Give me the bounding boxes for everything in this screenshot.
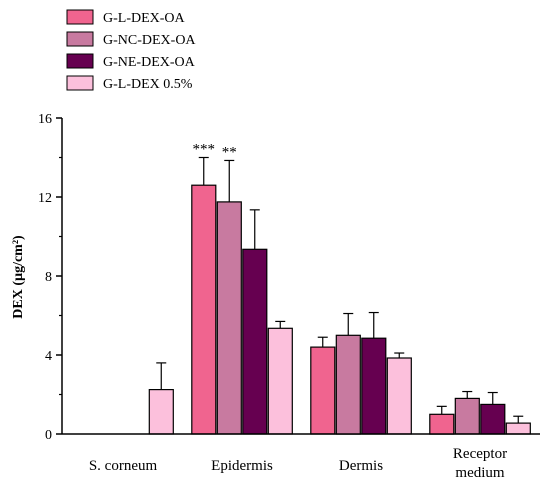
bars [148,184,531,435]
bar [429,413,455,435]
x-tick-label: S. corneum [89,458,158,474]
bar [505,422,531,435]
x-tick-label: Dermis [339,458,383,474]
y-tick-label: 4 [45,349,52,364]
significance-label: ** [222,144,237,160]
bar [310,346,336,435]
x-tick-label: Epidermis [211,458,273,474]
legend-swatch [66,9,94,25]
y-tick-label: 12 [38,191,52,206]
bar [454,397,480,435]
y-tick-label: 0 [45,428,52,443]
x-tick-label: medium [455,465,504,481]
error-bars [156,156,524,424]
bar [335,334,361,435]
bar [386,357,412,435]
bar [242,248,268,435]
legend-swatch [66,31,94,47]
x-tick-label: Receptor [453,446,507,462]
bar [191,184,217,435]
bar [267,327,293,435]
bar [216,201,242,435]
bar [361,337,387,435]
y-tick-label: 8 [45,270,52,285]
y-axis-title: DEX (µg/cm²) [11,235,26,319]
legend-label: G-L-DEX 0.5% [103,77,193,92]
annotations: *** ** [193,142,237,161]
bar [480,403,506,435]
legend-label: G-L-DEX-OA [103,11,186,26]
legend-swatch [66,53,94,69]
bar [148,389,174,435]
y-axis: 0 4 8 12 16 [38,112,63,443]
significance-label: *** [193,142,216,158]
y-tick-label: 16 [38,112,52,127]
legend-swatch [66,75,94,91]
x-axis: S. corneum Epidermis Dermis Receptor medium [62,433,540,481]
legend-label: G-NE-DEX-OA [103,55,196,70]
legend: G-L-DEX-OA G-NC-DEX-OA G-NE-DEX-OA G-L-DEX … [66,9,196,92]
legend-label: G-NC-DEX-OA [103,33,196,48]
